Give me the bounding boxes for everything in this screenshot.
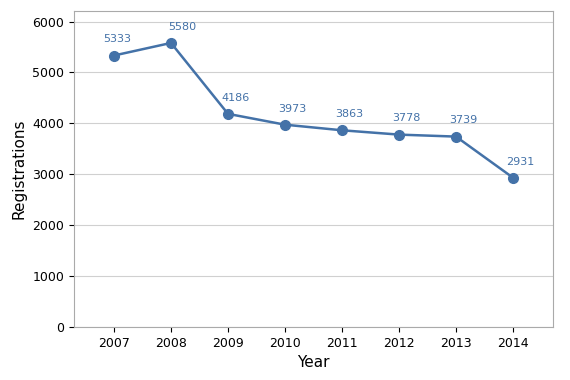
Text: 3973: 3973 [278, 104, 306, 114]
Text: 3778: 3778 [392, 114, 421, 124]
Text: 5580: 5580 [168, 22, 196, 32]
Text: 3739: 3739 [449, 116, 477, 125]
Text: 2931: 2931 [506, 157, 534, 166]
Text: 5333: 5333 [103, 35, 131, 44]
Text: 4186: 4186 [221, 93, 249, 103]
X-axis label: Year: Year [297, 355, 330, 370]
Text: 3863: 3863 [335, 109, 363, 119]
Y-axis label: Registrations: Registrations [12, 119, 27, 219]
